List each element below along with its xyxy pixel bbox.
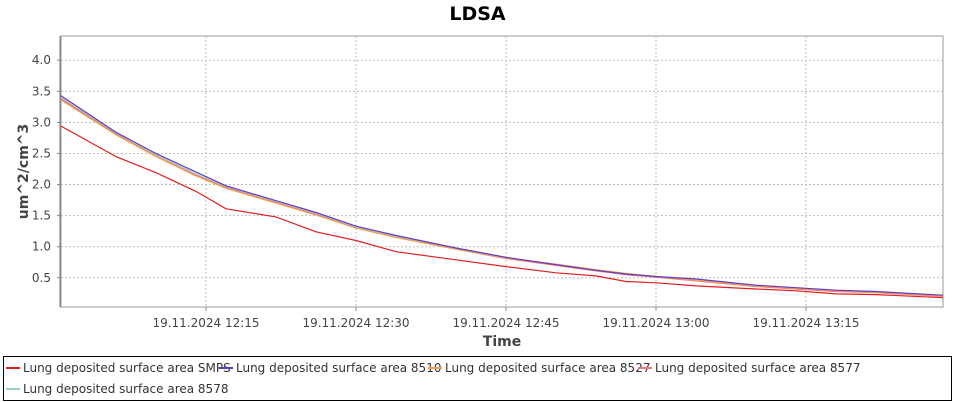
legend-item: Lung deposited surface area 8577	[638, 361, 860, 375]
x-tick-label: 19.11.2024 12:30	[302, 316, 409, 330]
x-tick-label: 19.11.2024 13:15	[752, 316, 859, 330]
y-tick-label: 3.5	[32, 84, 51, 98]
legend-item: Lung deposited surface area 8578	[6, 382, 228, 396]
legend-label: Lung deposited surface area 8577	[655, 361, 861, 375]
y-tick-label: 3.0	[32, 115, 51, 129]
plot-svg: 0.5 1.0 1.5 2.0 2.5 3.0 3.5 4.0 19.11.2024 12:15…	[16, 35, 944, 350]
x-tick-label: 19.11.2024 13:00	[602, 316, 709, 330]
y-tick-label: 4.0	[32, 53, 51, 67]
x-tick-label: 19.11.2024 12:15	[152, 316, 259, 330]
legend-swatch	[6, 388, 20, 390]
chart-title: LDSA	[449, 3, 506, 25]
x-tick-label: 19.11.2024 12:45	[452, 316, 559, 330]
legend-swatch	[219, 367, 233, 369]
legend-item: Lung deposited surface area SMPS	[6, 361, 231, 375]
x-axis-label: Time	[483, 334, 521, 350]
series-line-8510	[60, 95, 944, 296]
legend-swatch	[428, 367, 442, 369]
plot-area	[60, 35, 944, 308]
series-line-smps	[60, 125, 944, 299]
legend-swatch	[638, 367, 652, 369]
legend-label: Lung deposited surface area 8510	[236, 361, 442, 375]
legend-label: Lung deposited surface area 8527	[445, 361, 651, 375]
y-axis-label: um^2/cm^3	[16, 124, 32, 220]
y-tick-label: 2.5	[32, 146, 51, 160]
legend-item: Lung deposited surface area 8510	[219, 361, 441, 375]
y-tick-label: 0.5	[32, 271, 51, 285]
y-tick-label: 1.0	[32, 240, 51, 254]
y-tick-label: 2.0	[32, 178, 51, 192]
legend-swatch	[6, 367, 20, 369]
legend-label: Lung deposited surface area 8578	[23, 382, 229, 396]
legend: Lung deposited surface area SMPS Lung dep…	[3, 356, 952, 401]
legend-item: Lung deposited surface area 8527	[428, 361, 650, 375]
legend-label: Lung deposited surface area SMPS	[23, 361, 231, 375]
y-tick-label: 1.5	[32, 209, 51, 223]
